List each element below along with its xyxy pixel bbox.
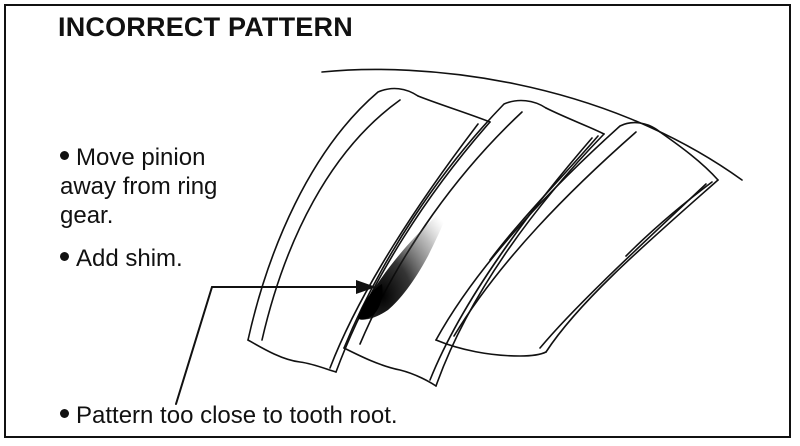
note-add-shim-text: Add shim.	[76, 245, 183, 272]
note-add-shim: Add shim.	[60, 244, 183, 273]
diagram-title: INCORRECT PATTERN	[58, 12, 353, 42]
contact-pattern	[358, 200, 452, 320]
note-move-pinion: Move pinion away from ring gear.	[60, 143, 260, 230]
gear-tooth-3	[435, 121, 719, 357]
note-pattern-root-text: Pattern too close to tooth root.	[76, 402, 398, 429]
note-pattern-root: Pattern too close to tooth root.	[60, 401, 398, 430]
bullet-icon	[60, 151, 69, 161]
bullet-icon	[60, 409, 69, 419]
ring-gear-rim	[321, 68, 743, 181]
pattern-leader-arrow	[175, 286, 363, 405]
gear-tooth-1	[247, 87, 491, 373]
diagram-frame	[4, 4, 791, 438]
arrow-right-icon	[356, 280, 376, 294]
note-move-pinion-text: Move pinion away from ring gear.	[60, 144, 218, 229]
bullet-icon	[60, 252, 69, 262]
gear-tooth-2	[343, 99, 605, 387]
